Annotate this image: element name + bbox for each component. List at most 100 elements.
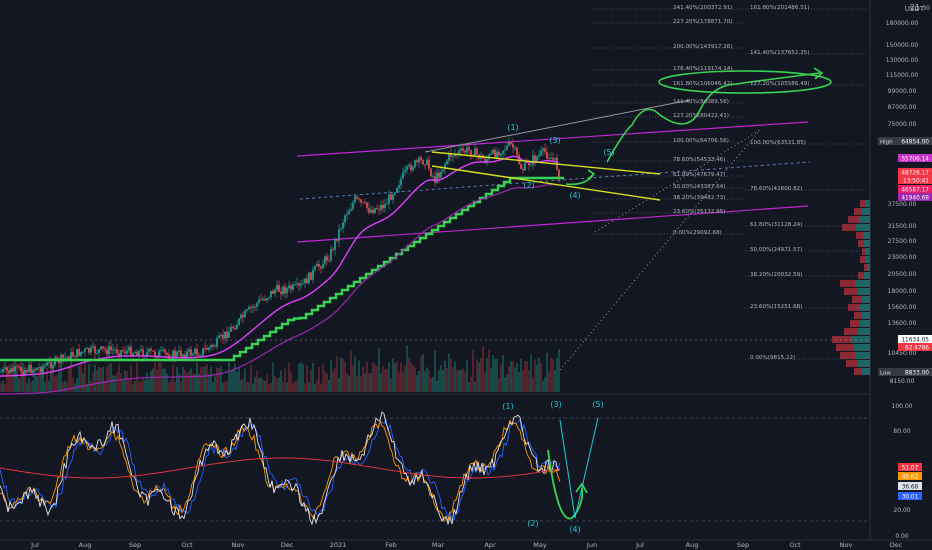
wave-label: (5) — [592, 400, 603, 409]
volume-bar — [558, 348, 560, 392]
candle-body — [26, 369, 28, 373]
volume-bar — [212, 382, 214, 392]
profile-bar-buy — [862, 368, 870, 375]
profile-bar-sell — [832, 336, 851, 343]
volume-bar — [214, 376, 216, 392]
price-tick: 150000.00 — [886, 42, 919, 49]
volume-bar — [542, 380, 544, 392]
candle-body — [346, 214, 348, 216]
candle-body — [340, 228, 342, 230]
candle-body — [236, 324, 238, 330]
candle-body — [274, 289, 276, 294]
volume-bar — [110, 363, 112, 392]
volume-bar — [134, 380, 136, 392]
volume-bar — [310, 369, 312, 392]
osc-annotation-curve[interactable] — [547, 449, 584, 520]
candle-body — [452, 156, 454, 157]
target-zone-ellipse[interactable] — [658, 70, 832, 94]
volume-profile — [832, 200, 870, 375]
time-tick: Feb — [385, 541, 397, 549]
annotation-projection-curve[interactable] — [606, 72, 821, 163]
volume-bar — [366, 361, 368, 392]
volume-bar — [68, 365, 70, 392]
volume-bar — [520, 359, 522, 392]
price-tick: 8150.00 — [890, 378, 915, 385]
volume-bar — [150, 371, 152, 392]
candle-body — [280, 291, 282, 295]
volume-bar — [144, 379, 146, 392]
volume-bar — [164, 368, 166, 392]
volume-bar — [8, 364, 10, 392]
candle-body — [476, 148, 478, 155]
candle-body — [358, 198, 360, 200]
volume-bar — [452, 367, 454, 392]
candle-body — [226, 331, 228, 338]
profile-bar-buy — [859, 216, 870, 223]
osc-badge — [898, 492, 922, 500]
candle-body — [320, 266, 322, 269]
candle-body — [30, 364, 32, 373]
volume-bar — [348, 375, 350, 392]
candle-body — [214, 346, 216, 348]
volume-bar — [174, 381, 176, 392]
volume-bar — [514, 367, 516, 392]
volume-bar — [478, 362, 480, 392]
candle-body — [148, 348, 150, 352]
volume-bar — [16, 372, 18, 392]
profile-bar-sell — [860, 256, 865, 263]
volume-bar — [132, 383, 134, 392]
volume-bar — [294, 380, 296, 392]
candle-body — [184, 354, 186, 359]
candle-body — [352, 202, 354, 209]
price-axis[interactable]: 180000.00 150000.00 130000.00 115000.00 9900… — [886, 20, 919, 385]
candle-body — [252, 306, 254, 309]
volume-bar — [312, 362, 314, 392]
candle-body — [322, 263, 324, 269]
time-axis[interactable]: Jul Aug Sep Oct Nov Dec 2021 Feb Mar Apr May Jun Jul… — [30, 541, 903, 549]
volume-bar — [216, 367, 218, 392]
volume-bar — [456, 369, 458, 392]
channel-bottom-line[interactable] — [296, 205, 809, 243]
candle-body — [386, 203, 388, 205]
candle-body — [80, 351, 82, 356]
projection-line — [559, 129, 761, 371]
candle-body — [152, 350, 154, 352]
volume-bar — [186, 373, 188, 392]
volume-bar — [328, 379, 330, 392]
wedge-top-line[interactable] — [431, 151, 661, 175]
oscillator-axis[interactable]: 100.00 80.00 20.00 0.00 — [892, 403, 913, 540]
price-tick: 130000.00 — [886, 57, 919, 64]
volume-bar — [28, 378, 30, 392]
candle-body — [270, 290, 272, 298]
volume-bar — [532, 377, 534, 392]
candle-body — [370, 209, 372, 213]
volume-bar — [182, 366, 184, 392]
candle-body — [374, 208, 376, 214]
candle-body — [190, 349, 192, 356]
volume-bar — [356, 376, 358, 392]
candle-body — [44, 365, 46, 367]
volume-bar — [502, 355, 504, 392]
elliott-wave-labels: (1) (3) (5) (2) (4) (1) (3) (5) (2) (4) — [502, 123, 614, 534]
volume-bar — [378, 348, 380, 392]
volume-bar — [524, 361, 526, 392]
candle-body — [342, 222, 344, 229]
volume-bar — [320, 383, 322, 392]
candle-body — [196, 348, 198, 355]
price-tick: 20500.00 — [888, 271, 917, 278]
profile-bar-sell — [856, 232, 863, 239]
channel-top-line[interactable] — [296, 121, 809, 157]
wedge-bottom-line[interactable] — [431, 165, 661, 201]
candle-body — [176, 352, 178, 357]
volume-bar — [482, 345, 484, 392]
candle-body — [204, 348, 206, 349]
volume-bar — [484, 372, 486, 392]
profile-bar-sell — [854, 368, 862, 375]
candle-body — [180, 350, 182, 357]
time-tick: Apr — [484, 541, 496, 549]
volume-bar — [10, 369, 12, 392]
osc-tick: 100.00 — [892, 403, 913, 410]
volume-bar — [208, 373, 210, 392]
candle-body — [154, 351, 156, 356]
